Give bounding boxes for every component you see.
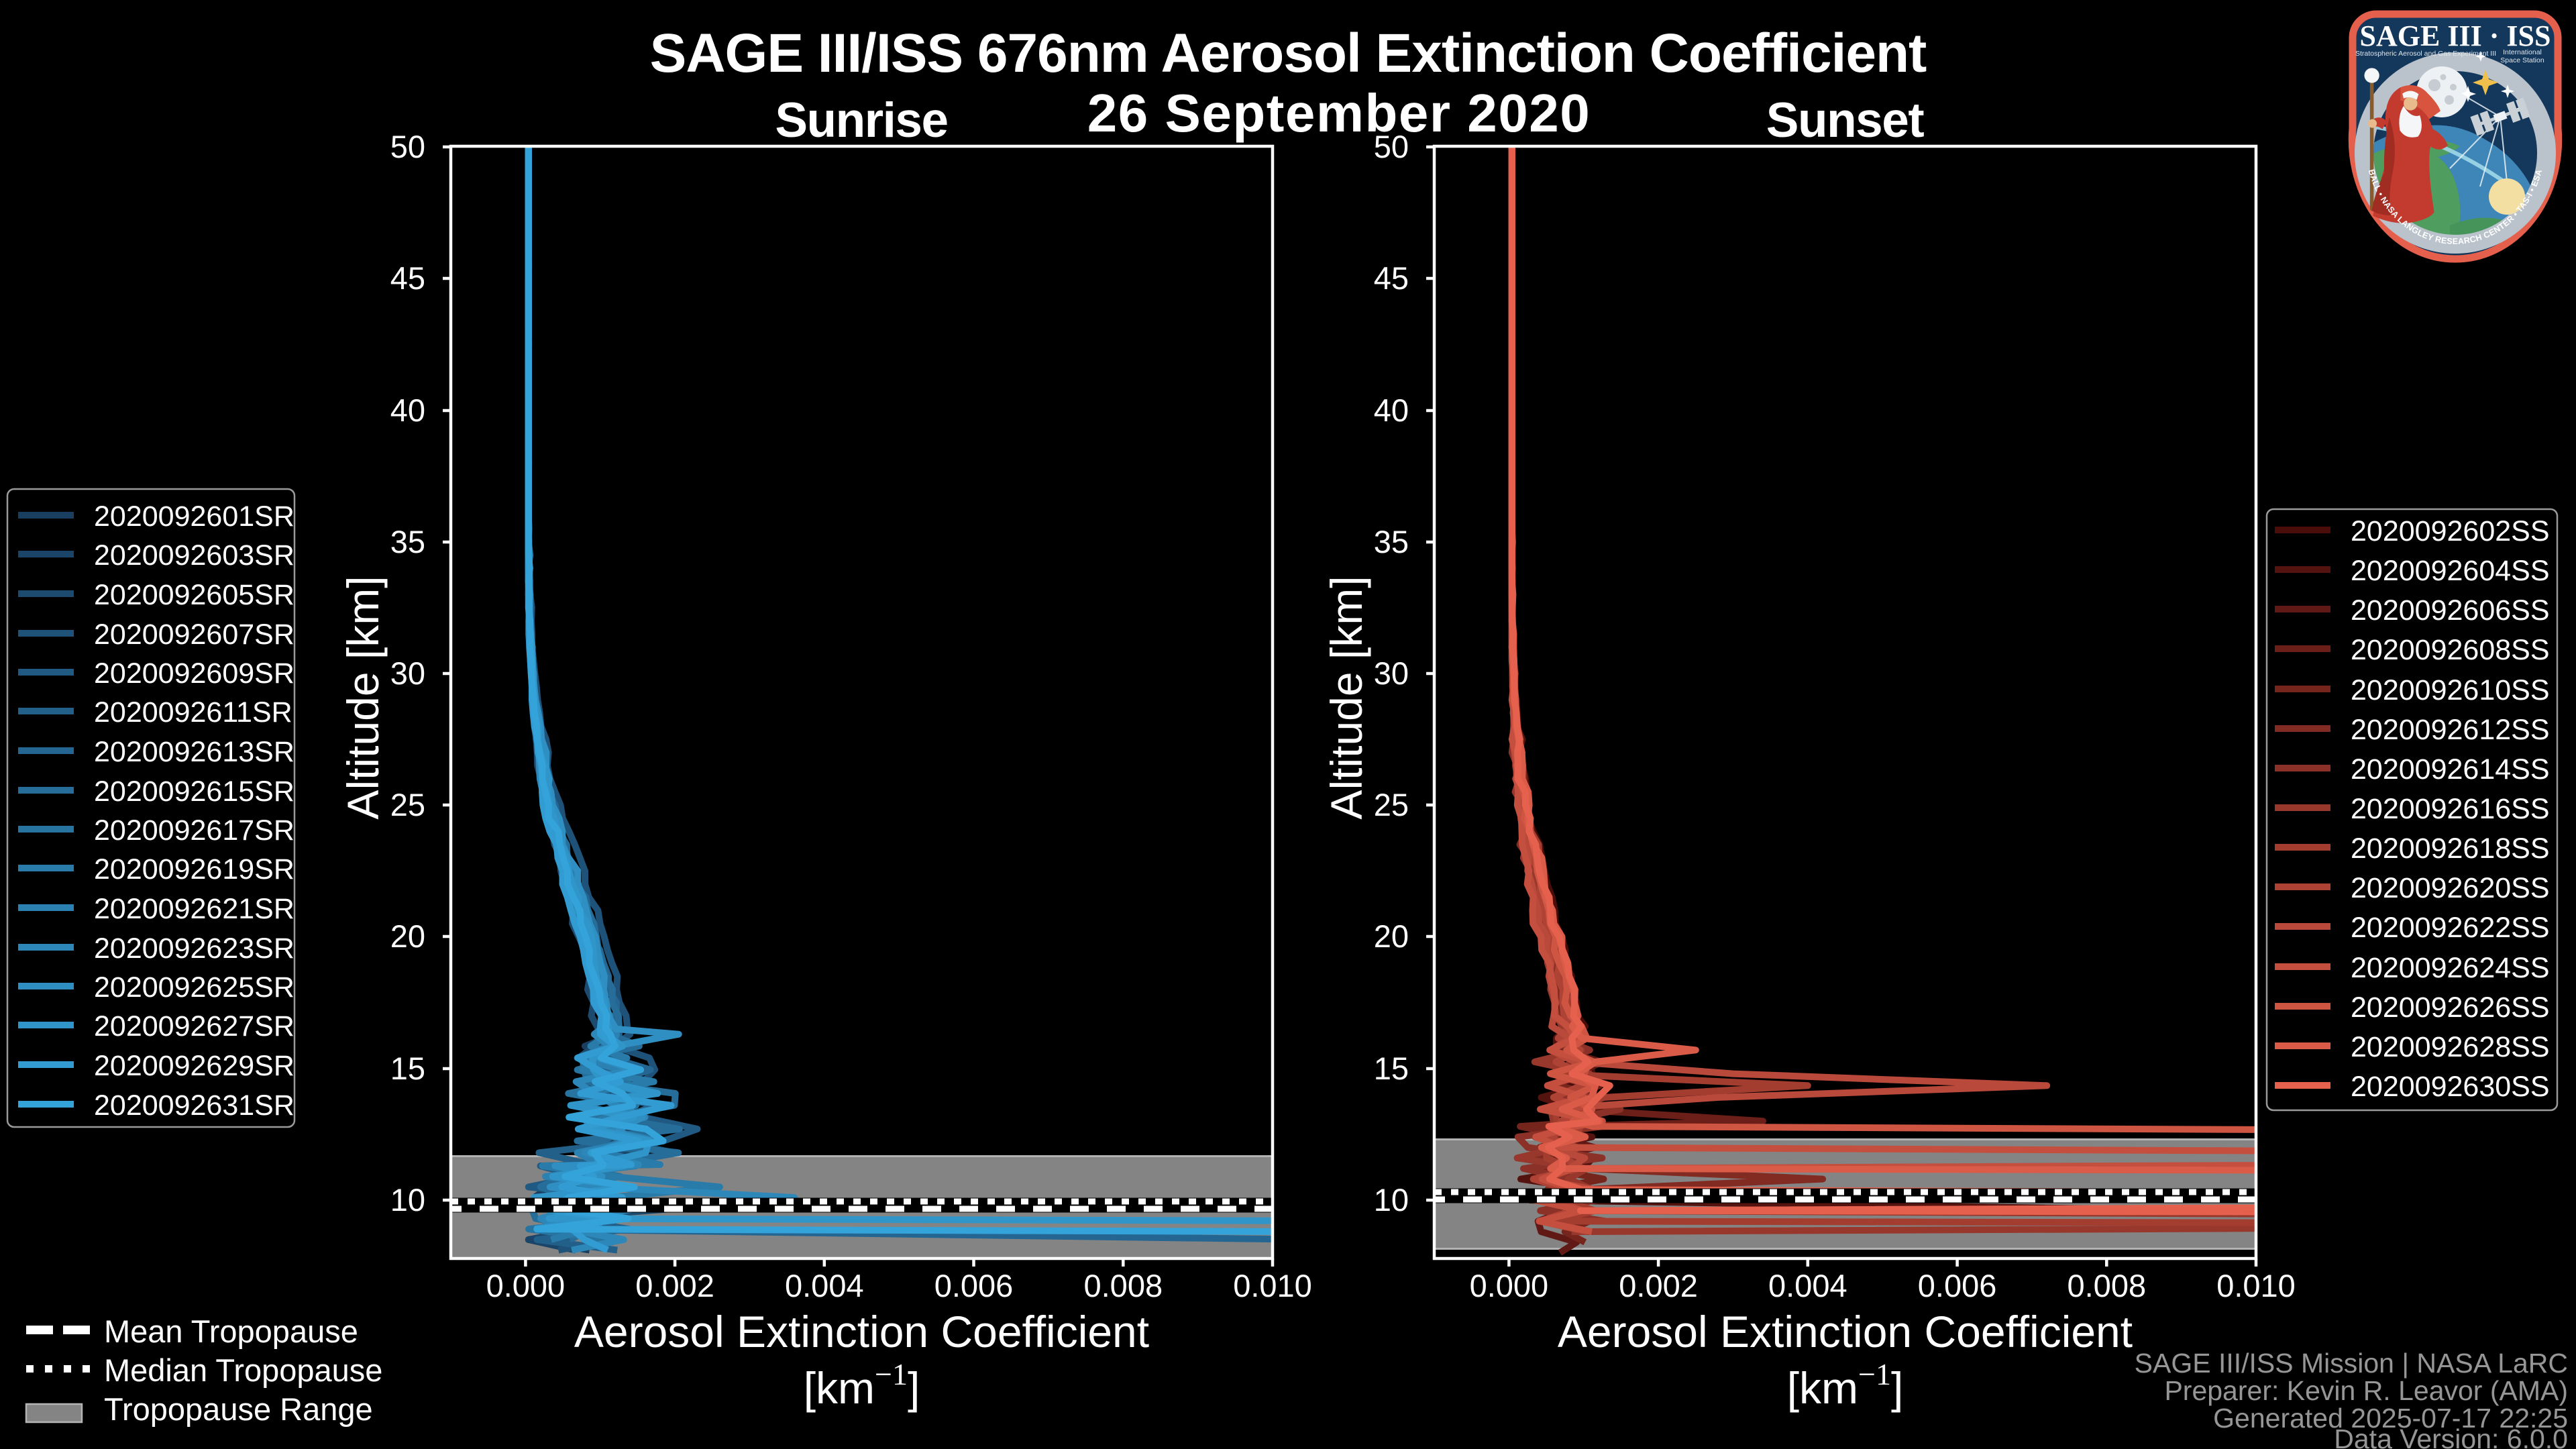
svg-text:Data Version: 6.0.0: Data Version: 6.0.0 [2334, 1424, 2568, 1449]
svg-text:2020092611SR: 2020092611SR [94, 696, 292, 729]
svg-text:2020092620SS: 2020092620SS [2351, 872, 2550, 904]
svg-text:2020092623SR: 2020092623SR [94, 932, 294, 965]
svg-text:2020092629SR: 2020092629SR [94, 1050, 294, 1082]
svg-text:International: International [2503, 48, 2542, 56]
svg-text:SAGE III/ISS 676nm Aerosol Ext: SAGE III/ISS 676nm Aerosol Extinction Co… [650, 23, 1927, 84]
svg-text:2020092628SS: 2020092628SS [2351, 1031, 2550, 1063]
svg-text:2020092618SS: 2020092618SS [2351, 833, 2550, 865]
svg-text:Generated 2025-07-17 22:25: Generated 2025-07-17 22:25 [2213, 1403, 2568, 1434]
svg-text:2020092625SR: 2020092625SR [94, 971, 294, 1004]
svg-text:SAGE III/ISS Mission | NASA La: SAGE III/ISS Mission | NASA LaRC [2135, 1348, 2568, 1379]
svg-text:10: 10 [1374, 1182, 1409, 1218]
svg-text:Altitude [km]: Altitude [km] [1322, 576, 1371, 819]
svg-text:2020092605SR: 2020092605SR [94, 579, 294, 611]
svg-text:Space Station: Space Station [2500, 56, 2544, 64]
svg-text:2020092614SS: 2020092614SS [2351, 753, 2550, 786]
svg-text:15: 15 [1374, 1051, 1409, 1086]
svg-text:SAGE III · ISS: SAGE III · ISS [2360, 19, 2551, 52]
svg-text:2020092617SR: 2020092617SR [94, 814, 294, 847]
svg-text:0.008: 0.008 [1083, 1268, 1163, 1303]
svg-text:Sunset: Sunset [1766, 93, 1925, 148]
svg-text:45: 45 [390, 260, 425, 296]
svg-text:20: 20 [1374, 918, 1409, 954]
svg-text:0.010: 0.010 [1233, 1268, 1312, 1303]
svg-text:Preparer: Kevin R. Leavor (AMA: Preparer: Kevin R. Leavor (AMA) [2164, 1375, 2568, 1406]
svg-text:0.006: 0.006 [934, 1268, 1014, 1303]
svg-text:Aerosol Extinction Coefficient: Aerosol Extinction Coefficient [1558, 1307, 2133, 1356]
svg-text:0.002: 0.002 [635, 1268, 714, 1303]
svg-text:2020092604SS: 2020092604SS [2351, 555, 2550, 587]
svg-text:0.004: 0.004 [1768, 1268, 1847, 1303]
svg-text:26 September 2020: 26 September 2020 [1087, 83, 1591, 143]
svg-text:Sunrise: Sunrise [775, 93, 947, 148]
svg-text:2020092601SR: 2020092601SR [94, 500, 294, 533]
svg-text:15: 15 [390, 1051, 425, 1086]
svg-text:0.000: 0.000 [486, 1268, 566, 1303]
svg-text:2020092627SR: 2020092627SR [94, 1010, 294, 1042]
svg-text:Altitude [km]: Altitude [km] [338, 576, 388, 819]
svg-text:50: 50 [390, 129, 425, 164]
svg-text:40: 40 [1374, 392, 1409, 428]
svg-text:2020092602SS: 2020092602SS [2351, 515, 2550, 547]
svg-text:2020092607SR: 2020092607SR [94, 619, 294, 651]
svg-text:0.002: 0.002 [1619, 1268, 1698, 1303]
svg-text:2020092616SS: 2020092616SS [2351, 793, 2550, 825]
svg-text:2020092621SR: 2020092621SR [94, 893, 294, 925]
svg-text:0.006: 0.006 [1918, 1268, 1997, 1303]
svg-text:2020092622SS: 2020092622SS [2351, 912, 2550, 944]
svg-text:Stratospheric Aerosol and Gas: Stratospheric Aerosol and Gas Experiment… [2355, 50, 2496, 58]
svg-text:50: 50 [1374, 129, 1409, 164]
svg-text:20: 20 [390, 918, 425, 954]
svg-text:2020092630SS: 2020092630SS [2351, 1071, 2550, 1103]
svg-text:0.004: 0.004 [785, 1268, 864, 1303]
svg-text:25: 25 [1374, 787, 1409, 822]
svg-text:25: 25 [390, 787, 425, 822]
svg-text:2020092610SS: 2020092610SS [2351, 674, 2550, 706]
svg-text:Tropopause Range: Tropopause Range [104, 1391, 373, 1427]
svg-text:35: 35 [390, 524, 425, 559]
svg-text:2020092615SR: 2020092615SR [94, 775, 294, 808]
svg-text:Mean Tropopause: Mean Tropopause [104, 1313, 358, 1349]
svg-text:Median Tropopause: Median Tropopause [104, 1352, 382, 1388]
svg-text:30: 30 [1374, 655, 1409, 691]
svg-text:2020092603SR: 2020092603SR [94, 539, 294, 572]
svg-text:2020092606SS: 2020092606SS [2351, 594, 2550, 627]
svg-text:2020092613SR: 2020092613SR [94, 736, 294, 768]
svg-text:Aerosol Extinction Coefficient: Aerosol Extinction Coefficient [574, 1307, 1149, 1356]
svg-text:30: 30 [390, 655, 425, 691]
svg-text:2020092612SS: 2020092612SS [2351, 714, 2550, 746]
svg-text:0.010: 0.010 [2216, 1268, 2296, 1303]
svg-text:2020092631SR: 2020092631SR [94, 1089, 294, 1122]
svg-text:0.008: 0.008 [2067, 1268, 2146, 1303]
svg-text:2020092609SR: 2020092609SR [94, 657, 294, 690]
svg-text:40: 40 [390, 392, 425, 428]
svg-text:35: 35 [1374, 524, 1409, 559]
svg-text:10: 10 [390, 1182, 425, 1218]
svg-text:2020092619SR: 2020092619SR [94, 853, 294, 885]
svg-text:2020092626SS: 2020092626SS [2351, 991, 2550, 1024]
svg-text:45: 45 [1374, 260, 1409, 296]
svg-text:2020092624SS: 2020092624SS [2351, 952, 2550, 984]
svg-text:0.000: 0.000 [1470, 1268, 1549, 1303]
svg-text:2020092608SS: 2020092608SS [2351, 634, 2550, 666]
